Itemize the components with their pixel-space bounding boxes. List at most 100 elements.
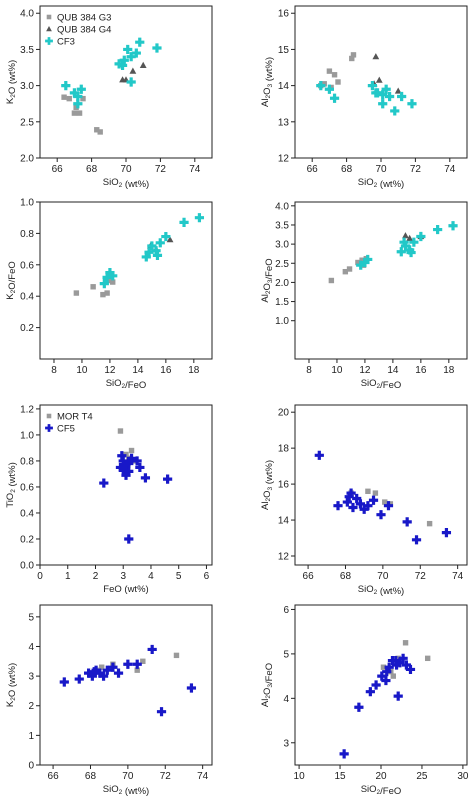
data-point-plus — [411, 535, 422, 545]
y-tick-label: 2.0 — [275, 278, 289, 289]
data-point-square — [335, 79, 341, 85]
panel-k2o-vs-sio2-g3g4: 66 68 70 72 74 2.0 2.5 3.0 3.5 4.0 SiO2 (wt%) K2O (… — [5, 5, 213, 190]
x-tick-label: 72 — [160, 771, 172, 782]
y-tick-label: 2.5 — [20, 117, 34, 128]
data-point-plus — [98, 671, 109, 681]
data-point-plus — [61, 81, 71, 91]
y-tick-label: 15 — [278, 45, 290, 56]
x-tick-label: 66 — [303, 571, 315, 582]
data-point-square — [326, 68, 333, 74]
x-tick-label: 70 — [377, 571, 389, 582]
y-tick-label: 5 — [283, 649, 289, 660]
data-point-square — [110, 279, 116, 285]
data-point-square — [140, 658, 146, 664]
data-point-square — [346, 266, 353, 272]
x-axis-label: SiO2/FeO — [361, 378, 402, 391]
y-tick-label: 0 — [28, 761, 34, 772]
data-point-plus — [381, 675, 391, 686]
data-point-plus — [371, 680, 381, 690]
data-point-triangle — [402, 232, 409, 239]
data-point-plus — [346, 488, 356, 498]
legend-marker-square — [46, 413, 52, 419]
x-tick-label: 3 — [120, 571, 126, 582]
data-point-square — [350, 52, 357, 58]
x-tick-label: 6 — [204, 571, 210, 582]
y-tick-label: 3.5 — [20, 45, 34, 56]
y-axis-label: K2O/FeO — [5, 261, 18, 299]
data-point-plus — [329, 93, 340, 103]
data-point-plus — [393, 691, 403, 701]
data-point-square — [104, 290, 110, 296]
data-point-square — [424, 655, 431, 662]
data-point-plus — [398, 653, 408, 663]
x-tick-label: 74 — [197, 771, 209, 782]
data-point-square — [117, 428, 124, 434]
data-point-plus — [399, 237, 409, 247]
y-tick-label: 3 — [283, 738, 289, 749]
panel-al2o3-feo-vs-sio2-feo-g3g4: 8 10 12 14 16 18 1.0 1.5 2.0 2.5 3.0 3.5 4.0 SiO2/FeO… — [260, 201, 468, 391]
data-point-triangle — [406, 234, 414, 241]
panel-k2o-vs-sio2-t4: 66 68 70 72 74 0 1 2 3 4 5 SiO2 (wt%) K2O (wt%) — [5, 604, 213, 797]
y-axis-label: TiO2 (wt%) — [5, 462, 18, 508]
x-tick-label: 70 — [375, 164, 387, 175]
data-point-plus — [396, 247, 406, 257]
legend-label: CF3 — [57, 37, 75, 48]
y-tick-label: 2 — [28, 701, 34, 712]
data-point-square — [61, 94, 67, 100]
data-point-plus — [402, 517, 412, 527]
data-point-plus — [384, 662, 394, 672]
y-tick-label: 0.8 — [20, 456, 34, 467]
data-point-plus — [73, 99, 83, 109]
x-axis-label: SiO2 (wt%) — [103, 784, 149, 797]
y-tick-label: 4.0 — [20, 9, 34, 20]
data-point-plus — [360, 257, 370, 268]
data-point-square — [97, 129, 103, 135]
y-tick-label: 16 — [278, 9, 290, 20]
data-point-plus — [126, 453, 137, 463]
data-point-plus — [119, 55, 129, 65]
x-axis-label: SiO2/FeO — [106, 378, 147, 391]
x-tick-label: 10 — [76, 365, 88, 376]
data-point-plus — [135, 37, 145, 47]
data-point-plus — [124, 534, 134, 544]
data-point-plus — [132, 456, 142, 466]
data-point-square — [71, 110, 78, 116]
data-point-square — [331, 72, 338, 78]
panel-al2o3-vs-sio2-t4: 66 68 70 72 74 12 14 16 18 20 SiO2 (wt%) Al2O3 (wt%… — [260, 404, 468, 597]
x-tick-label: 8 — [51, 365, 57, 376]
y-tick-label: 5 — [28, 612, 34, 623]
data-point-plus — [354, 702, 364, 712]
data-point-square — [66, 95, 72, 102]
data-point-square — [94, 127, 100, 133]
data-point-plus — [378, 99, 388, 109]
data-point-plus — [382, 667, 392, 677]
data-point-square — [402, 640, 409, 646]
x-tick-label: 16 — [415, 365, 427, 376]
y-tick-label: 14 — [278, 516, 290, 527]
x-tick-label: 68 — [86, 164, 98, 175]
data-point-plus — [416, 231, 426, 242]
data-point-plus — [124, 458, 134, 469]
data-point-plus — [378, 90, 388, 100]
y-tick-label: 16 — [278, 480, 290, 491]
y-tick-label: 0.2 — [20, 323, 34, 334]
data-point-square — [321, 81, 327, 87]
x-tick-label: 2 — [93, 571, 99, 582]
x-tick-label: 74 — [452, 571, 464, 582]
data-point-plus — [407, 99, 417, 109]
y-tick-label: 0.4 — [20, 292, 34, 303]
x-tick-label: 72 — [155, 164, 167, 175]
data-point-plus — [126, 77, 136, 87]
data-point-plus — [144, 247, 154, 257]
x-axis-label: FeO (wt%) — [103, 584, 148, 595]
x-tick-label: 4 — [148, 571, 154, 582]
y-tick-label: 0.8 — [20, 229, 34, 240]
data-point-plus — [74, 674, 84, 684]
y-tick-label: 12 — [278, 552, 290, 563]
data-point-plus — [376, 510, 386, 520]
x-tick-label: 8 — [306, 365, 312, 376]
x-tick-label: 5 — [176, 571, 182, 582]
x-tick-label: 15 — [334, 771, 346, 782]
y-tick-label: 1.0 — [20, 430, 34, 441]
